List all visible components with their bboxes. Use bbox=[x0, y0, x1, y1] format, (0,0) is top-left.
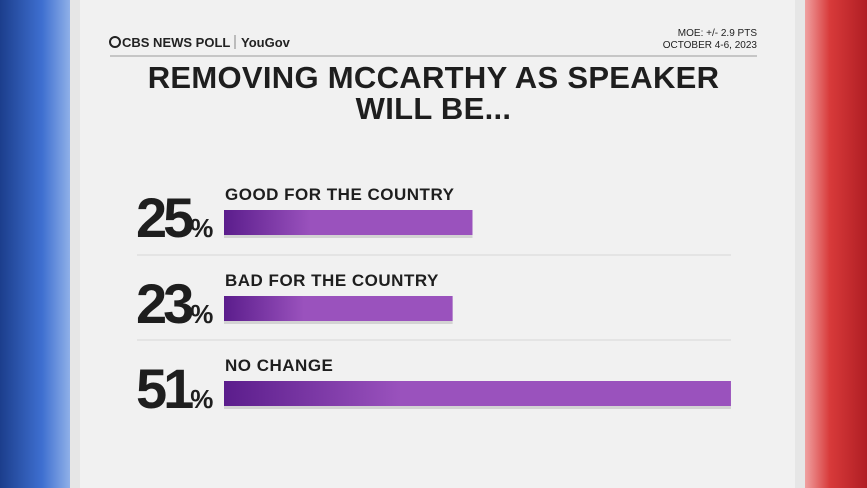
dates: OCTOBER 4-6, 2023 bbox=[663, 40, 758, 51]
chart-title: REMOVING MCCARTHY AS SPEAKER WILL BE... bbox=[147, 60, 720, 126]
category-label: GOOD FOR THE COUNTRY bbox=[225, 185, 455, 204]
value-label: 51% bbox=[136, 357, 213, 420]
red-stripe bbox=[805, 0, 867, 488]
partner: YouGov bbox=[241, 35, 291, 50]
panel bbox=[80, 0, 795, 488]
bar bbox=[224, 210, 473, 235]
moe: MOE: +/- 2.9 PTS bbox=[678, 28, 758, 39]
value-label: 25% bbox=[136, 186, 213, 249]
bar bbox=[224, 381, 731, 406]
category-label: NO CHANGE bbox=[225, 356, 333, 375]
category-label: BAD FOR THE COUNTRY bbox=[225, 271, 439, 290]
bar bbox=[224, 296, 453, 321]
cbs-eye bbox=[109, 36, 121, 48]
blue-stripe bbox=[0, 0, 70, 488]
value-label: 23% bbox=[136, 272, 213, 335]
brand: CBS NEWS POLL bbox=[122, 35, 230, 50]
